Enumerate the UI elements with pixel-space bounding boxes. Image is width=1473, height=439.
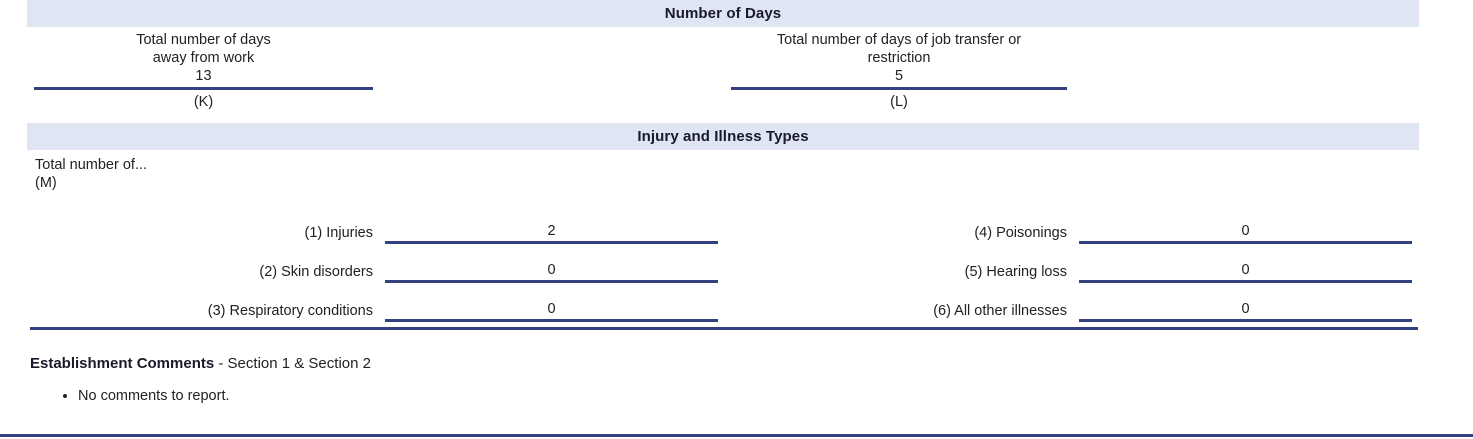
establishment-comments-heading-rest: - Section 1 & Section 2 [214,355,371,372]
type-row-label: (3) Respiratory conditions [207,303,373,319]
field-days-away-from-work: Total number of days away from work 13 (… [34,31,373,113]
establishment-comments-block: Establishment Comments - Section 1 & Sec… [30,354,1430,406]
type-row-poisonings: (4) Poisonings 0 [974,205,1412,244]
list-item: No comments to report. [78,386,1430,406]
section-divider-top [30,327,1418,330]
type-row-value: 2 [547,223,556,239]
field-days-job-transfer-or-restriction: Total number of days of job transfer or … [731,31,1067,113]
type-row-value: 0 [1241,262,1250,278]
type-row-respiratory-conditions: (3) Respiratory conditions 0 [208,283,718,322]
field-key-letter: (L) [890,94,908,110]
type-row-injuries: (1) Injuries 2 [305,205,718,244]
field-key-letter: (K) [193,94,214,110]
type-row-underline [1079,319,1412,322]
type-row-label: (2) Skin disorders [259,264,373,280]
total-number-of-label-group: Total number of... (M) [35,156,147,192]
type-row-underline [1079,280,1412,283]
type-row-hearing-loss: (5) Hearing loss 0 [965,244,1412,283]
section-header-injury-and-illness-types: Injury and Illness Types [27,123,1419,150]
section-header-number-of-days: Number of Days [27,0,1419,27]
type-row-underline [385,280,718,283]
section-divider-bottom [0,434,1473,437]
type-row-label: (4) Poisonings [974,225,1067,241]
type-row-underline [385,319,718,322]
type-row-label: (6) All other illnesses [933,303,1067,319]
section-header-title: Injury and Illness Types [637,128,809,145]
type-row-label: (5) Hearing loss [964,264,1067,280]
type-row-value: 0 [1241,223,1250,239]
establishment-comments-heading-strong: Establishment Comments [30,355,215,372]
type-row-value: 0 [547,301,556,317]
type-row-underline [385,241,718,244]
field-label: Total number of days of job transfer or … [776,32,1022,66]
type-row-label: (1) Injuries [304,225,374,241]
establishment-comments-heading: Establishment Comments - Section 1 & Sec… [30,354,1430,374]
total-number-of-label: Total number of... [35,157,148,173]
field-value: 13 [195,68,212,84]
type-row-value: 0 [1241,301,1250,317]
field-value: 5 [894,68,904,84]
field-label: Total number of days away from work [136,32,271,66]
field-underline [731,87,1067,90]
field-underline [34,87,373,90]
type-row-skin-disorders: (2) Skin disorders 0 [259,244,718,283]
number-of-days-fields: Total number of days away from work 13 (… [0,31,1473,119]
type-row-underline [1079,241,1412,244]
total-number-of-key-letter: (M) [35,175,57,191]
section-header-title: Number of Days [664,5,782,22]
type-row-all-other-illnesses: (6) All other illnesses 0 [933,283,1412,322]
establishment-comments-list: No comments to report. [30,386,1430,406]
type-row-value: 0 [547,262,556,278]
